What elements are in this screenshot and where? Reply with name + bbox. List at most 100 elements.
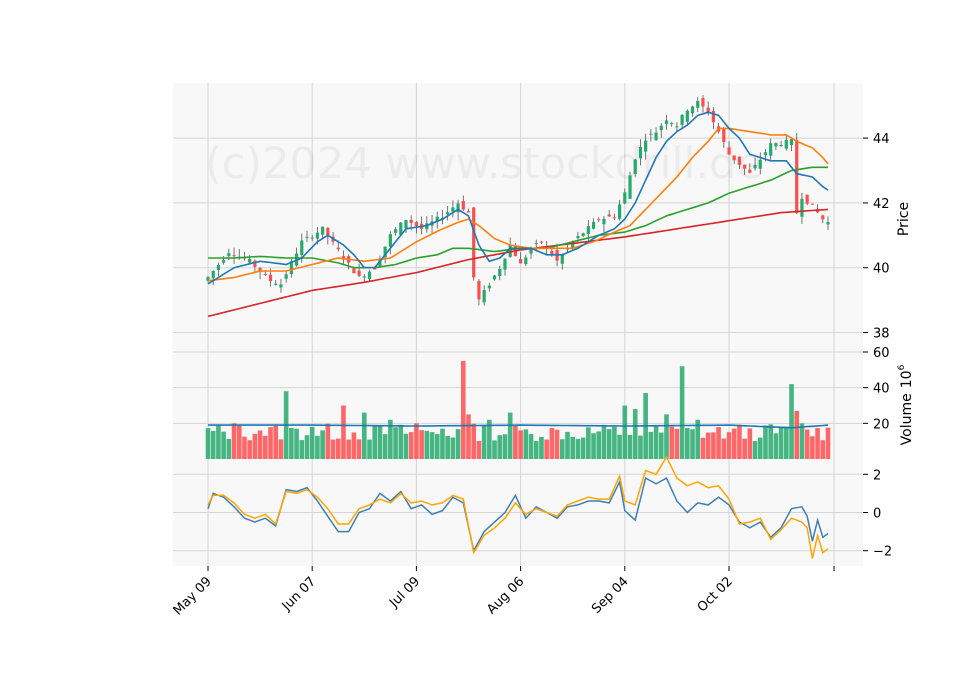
candle-down (748, 169, 752, 173)
volume-bar-up (528, 434, 534, 459)
candle-up (758, 159, 762, 169)
candle-up (248, 258, 252, 263)
price-tick-label: 40 (873, 262, 890, 277)
volume-bar-down (810, 436, 815, 459)
volume-bar-up (679, 366, 685, 459)
candle-up (696, 100, 700, 108)
candle-up (576, 236, 580, 239)
volume-bar-up (612, 426, 617, 459)
volume-bar-up (606, 429, 612, 459)
volume-bar-up (502, 434, 508, 459)
candle-up (644, 140, 648, 152)
volume-bar-down (252, 433, 258, 459)
volume-bar-up (403, 433, 409, 459)
volume-bar-down (815, 428, 820, 459)
price-panel-bg (173, 83, 863, 352)
volume-bar-down (330, 439, 336, 459)
price-panel (206, 95, 830, 318)
volume-bar-up (627, 434, 633, 459)
volume-bar-up (367, 439, 372, 459)
volume-bar-down (351, 432, 357, 459)
volume-bar-up (429, 432, 435, 459)
oscillator-tick-label: 2 (873, 468, 881, 483)
volume-bar-down (236, 425, 242, 459)
volume-bar-up (799, 423, 805, 459)
candle-down (607, 214, 611, 217)
candle-down (461, 201, 465, 210)
candle-up (206, 277, 210, 281)
candle-up (503, 258, 507, 270)
candle-down (706, 107, 710, 114)
volume-bar-down (549, 427, 555, 459)
x-tick-label: Jul 09 (386, 574, 423, 611)
volume-bar-up (450, 437, 456, 459)
candle-down (409, 219, 413, 223)
candle-down (711, 110, 715, 123)
candle-up (487, 285, 491, 289)
volume-bar-up (497, 435, 503, 459)
volume-bar-up (299, 440, 305, 459)
volume-bar-up (580, 437, 586, 459)
volume-axis-label-power: 6 (897, 364, 907, 370)
volume-axis-label-base: 10 (899, 370, 915, 388)
volume-bar-down (247, 440, 252, 459)
volume-panel (205, 360, 831, 459)
candle-down (737, 156, 742, 165)
volume-bar-up (773, 433, 779, 459)
volume-tick-label: 40 (873, 382, 890, 397)
candle-up (664, 120, 669, 125)
candle-down (821, 215, 825, 220)
candle-down (795, 139, 799, 214)
volume-tick-label: 20 (873, 417, 890, 432)
candle-down (732, 155, 736, 161)
candle-up (675, 126, 679, 128)
volume-bar-down (669, 426, 674, 459)
candle-down (477, 281, 481, 300)
volume-bar-up (586, 427, 591, 459)
volume-bar-up (304, 435, 310, 459)
price-tick-label: 38 (873, 327, 890, 342)
volume-bar-down (804, 429, 810, 459)
candle-up (753, 165, 757, 169)
candle-up (492, 275, 497, 280)
volume-bar-down (794, 410, 800, 459)
volume-bar-up (565, 431, 570, 459)
volume-bar-up (398, 424, 404, 459)
volume-bar-down (513, 424, 518, 459)
volume-bar-up (320, 430, 325, 459)
volume-bar-up (492, 440, 497, 459)
candle-down (727, 147, 731, 155)
volume-bar-up (221, 431, 226, 459)
candle-up (670, 123, 674, 125)
volume-average-line (208, 424, 829, 429)
candle-up (586, 226, 590, 235)
volume-bar-down (476, 441, 482, 459)
candle-up (649, 133, 653, 135)
candle-up (388, 234, 392, 247)
volume-bar-up (210, 430, 216, 459)
x-tick-label: Aug 06 (484, 574, 527, 617)
volume-bar-up (664, 414, 669, 459)
volume-bar-up (648, 431, 654, 459)
candle-down (539, 241, 544, 243)
volume-tick-label: 60 (873, 346, 890, 361)
volume-bar-down (711, 432, 716, 459)
candle-up (800, 198, 804, 217)
volume-bar-up (789, 384, 794, 459)
candle-up (779, 144, 783, 146)
volume-bar-up (455, 429, 461, 459)
x-tick-label: Sep 04 (589, 574, 632, 617)
candle-down (414, 222, 419, 226)
candle-up (227, 253, 231, 257)
candle-up (310, 237, 314, 239)
volume-bar-up (507, 412, 513, 459)
candle-up (383, 246, 387, 258)
grid-lines (173, 83, 863, 566)
volume-bar-down (721, 438, 727, 459)
volume-bar-down (825, 427, 831, 459)
volume-bar-up (768, 424, 773, 459)
candle-up (560, 254, 564, 264)
volume-bar-up (487, 419, 492, 459)
volume-bar-down (335, 438, 341, 459)
volume-axis-label: Volume 106 (897, 364, 915, 445)
